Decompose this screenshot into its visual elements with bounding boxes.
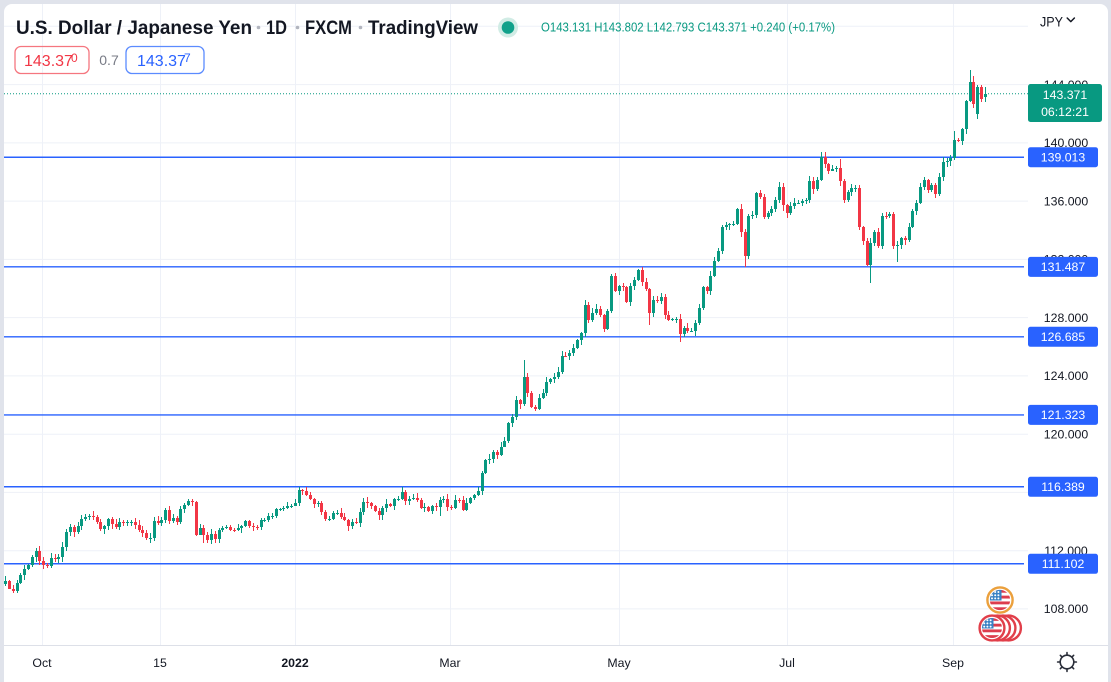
svg-text:Oct: Oct bbox=[32, 656, 52, 670]
svg-text:0.7: 0.7 bbox=[99, 52, 119, 68]
svg-text:143.37: 143.37 bbox=[24, 53, 73, 70]
svg-text:JPY: JPY bbox=[1040, 14, 1064, 30]
svg-text:15: 15 bbox=[153, 656, 167, 670]
svg-text:124.000: 124.000 bbox=[1044, 369, 1089, 383]
svg-text:06:12:21: 06:12:21 bbox=[1041, 105, 1089, 119]
svg-text:121.323: 121.323 bbox=[1041, 408, 1086, 422]
svg-text:O143.131 H143.802 L142.793 C14: O143.131 H143.802 L142.793 C143.371 +0.2… bbox=[541, 20, 835, 35]
svg-text:128.000: 128.000 bbox=[1044, 311, 1089, 325]
svg-text:116.389: 116.389 bbox=[1041, 480, 1085, 494]
svg-text:May: May bbox=[607, 656, 631, 670]
svg-text:2022: 2022 bbox=[281, 656, 309, 670]
svg-text:108.000: 108.000 bbox=[1044, 602, 1089, 616]
svg-text:1D: 1D bbox=[266, 17, 287, 39]
svg-text:140.000: 140.000 bbox=[1044, 136, 1089, 150]
svg-text:0: 0 bbox=[71, 51, 78, 65]
svg-text:131.487: 131.487 bbox=[1041, 260, 1086, 274]
svg-text:U.S. Dollar / Japanese Yen: U.S. Dollar / Japanese Yen bbox=[16, 17, 252, 39]
svg-text:139.013: 139.013 bbox=[1041, 151, 1086, 165]
svg-text:7: 7 bbox=[184, 51, 191, 65]
svg-text:111.102: 111.102 bbox=[1042, 557, 1085, 571]
svg-text:TradingView: TradingView bbox=[368, 17, 479, 39]
svg-text:143.37: 143.37 bbox=[137, 53, 186, 70]
svg-text:Sep: Sep bbox=[942, 656, 964, 670]
svg-text:120.000: 120.000 bbox=[1044, 427, 1089, 441]
svg-text:Mar: Mar bbox=[439, 656, 460, 670]
svg-text:Jul: Jul bbox=[779, 656, 795, 670]
svg-text:126.685: 126.685 bbox=[1041, 330, 1086, 344]
svg-text:136.000: 136.000 bbox=[1044, 194, 1089, 208]
svg-text:143.371: 143.371 bbox=[1043, 88, 1088, 102]
svg-text:FXCM: FXCM bbox=[305, 17, 352, 39]
